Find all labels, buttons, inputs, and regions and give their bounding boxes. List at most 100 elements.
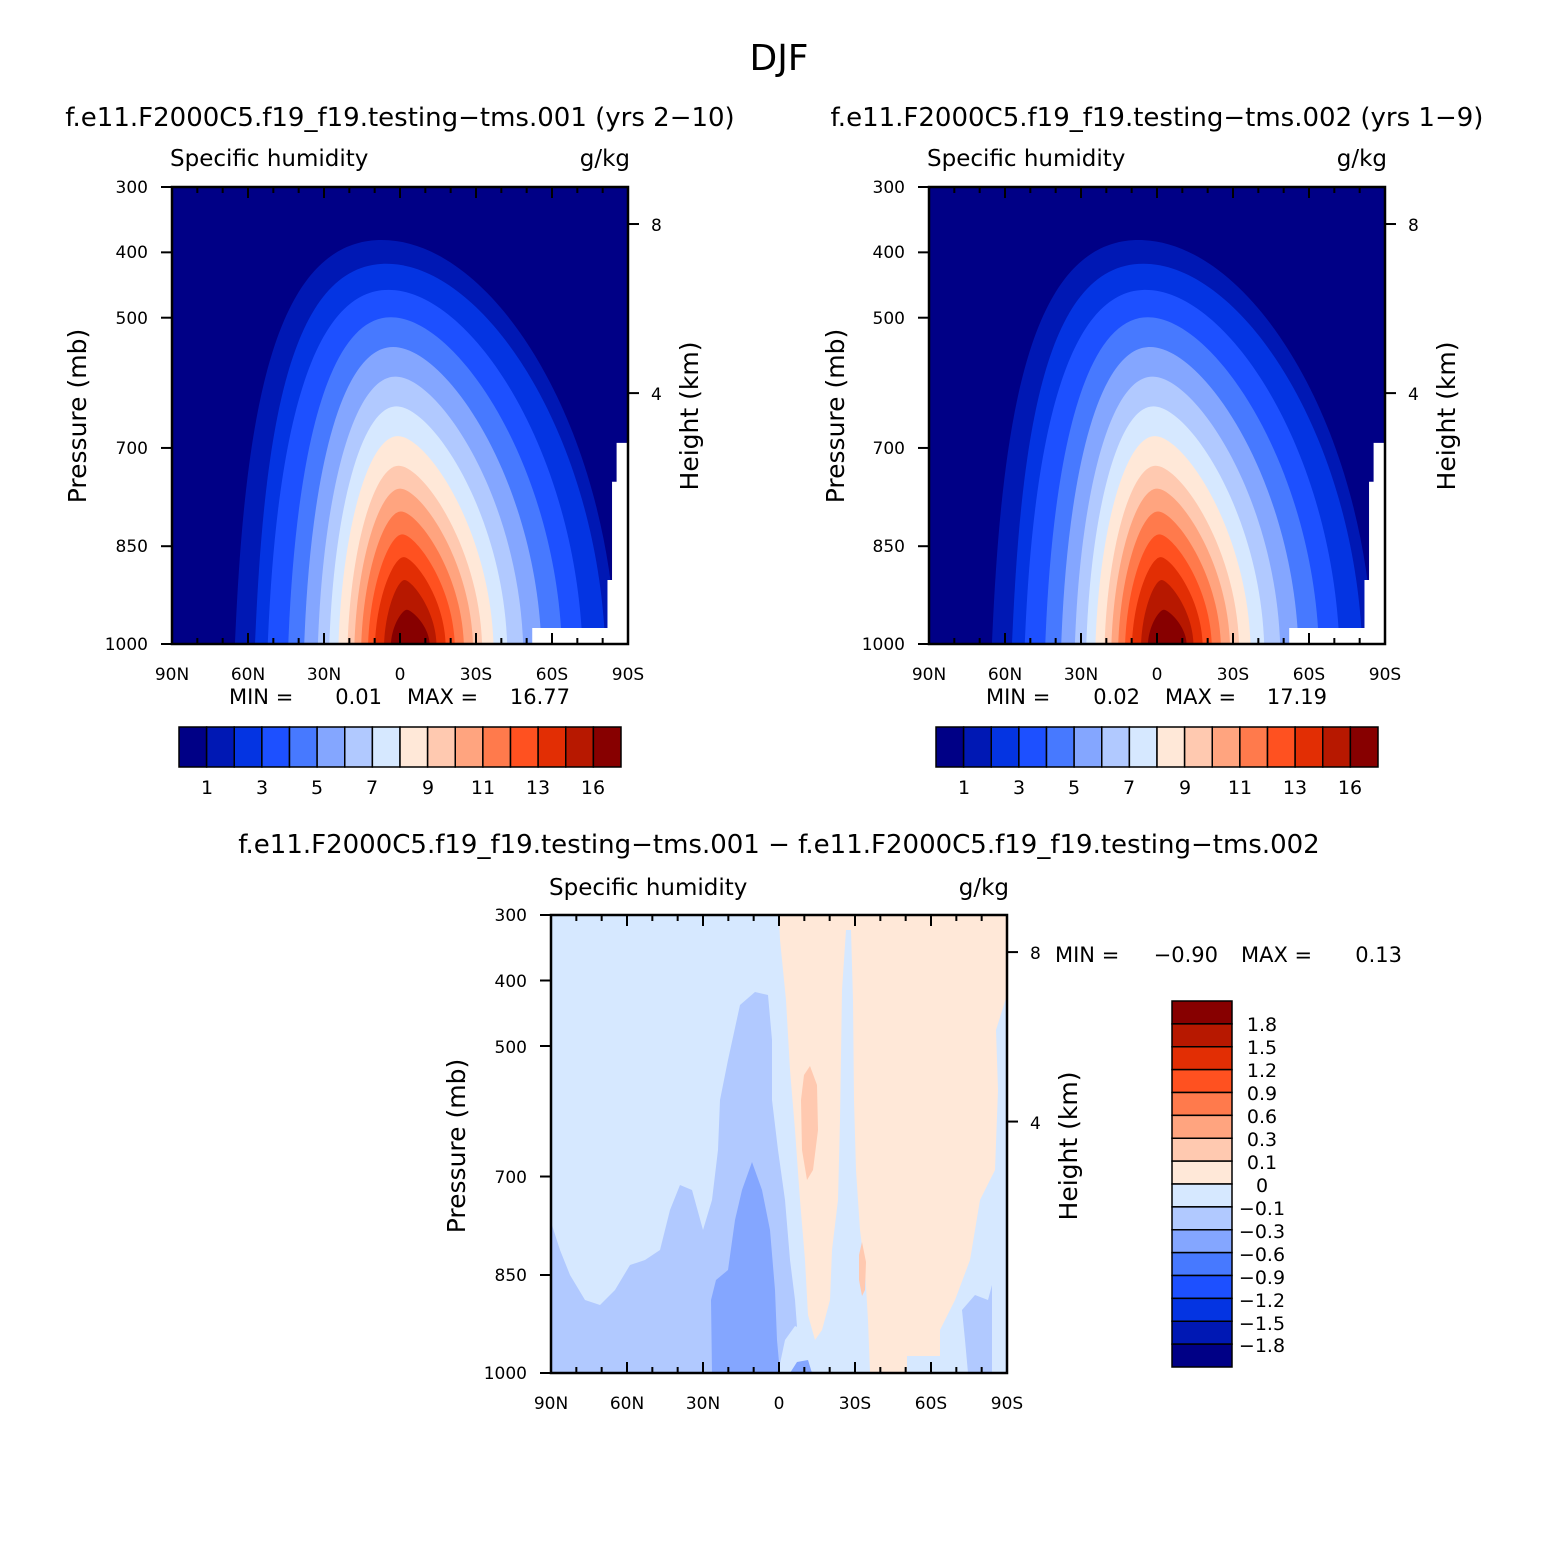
panel-1-ytick-1000: 1000	[105, 635, 148, 655]
diff-region-0-1-0-3-a	[801, 1066, 818, 1180]
panel-2-colorbar-box-16	[1349, 726, 1379, 768]
panel-2-missing-data-mask	[1289, 442, 1385, 644]
panel-diff-colorbar-box-3	[1171, 1046, 1233, 1071]
panel-1-ylabel-right: Height (km)	[675, 342, 704, 491]
panel-diff-ylabel-right: Height (km)	[1054, 1072, 1083, 1221]
panel-1: f.e11.F2000C5.f19_f19.testing−tms.001 (y…	[63, 103, 735, 799]
panel-diff-min-value: −0.90	[1154, 943, 1218, 967]
panel-diff-height-tick-4: 4	[1030, 1114, 1041, 1134]
panel-1-case-title: f.e11.F2000C5.f19_f19.testing−tms.001 (y…	[65, 103, 734, 133]
panel-1-cbar-label-16: 16	[581, 777, 605, 799]
panel-2-xtick-90n: 90N	[912, 665, 946, 685]
panel-1-cbar-label-11: 11	[471, 777, 495, 799]
panel-diff-colorbar-box-2	[1171, 1023, 1233, 1048]
panel-1-bands	[234, 240, 628, 644]
panel-diff-colorbar-box-12	[1171, 1251, 1233, 1277]
panel-2-colorbar-box-14	[1294, 726, 1324, 768]
panel-diff-cbar-label-0: 0	[1256, 1175, 1268, 1197]
panel-diff-cbar-label-1-5: 1.5	[1247, 1037, 1277, 1059]
panel-diff-cbar-label-1-2: 1.2	[1247, 1060, 1277, 1082]
diff-region-neg-surface	[790, 1360, 812, 1373]
panel-1-xtick-60n: 60N	[231, 665, 265, 685]
panel-diff-cbar-label-neg-0-9: −0.9	[1239, 1267, 1285, 1289]
panel-1-min-value: 0.01	[335, 685, 382, 709]
panel-1-cbar-label-3: 3	[256, 777, 268, 799]
diff-region-neg-03	[711, 1162, 780, 1373]
panel-2-contours	[929, 187, 1385, 644]
panel-diff-contours	[551, 915, 1007, 1373]
panel-1-xtick-30s: 30S	[460, 665, 492, 685]
panel-1-contours	[172, 187, 628, 644]
panel-2-height-tick-8: 8	[1408, 216, 1419, 236]
panel-2-ylabel-right: Height (km)	[1432, 342, 1461, 491]
panel-2-height-tick-4: 4	[1408, 385, 1419, 405]
panel-1-colorbar-box-8	[371, 726, 401, 768]
panel-2-ytick-400: 400	[873, 243, 905, 263]
panel-diff-cbar-label-neg-1-5: −1.5	[1239, 1313, 1285, 1335]
panel-1-colorbar-box-6	[316, 726, 346, 768]
panel-1-cbar-label-1: 1	[201, 777, 213, 799]
panel-diff-case-title: f.e11.F2000C5.f19_f19.testing−tms.001 − …	[238, 830, 1319, 860]
panel-2-colorbar-box-5	[1045, 726, 1075, 768]
panel-diff-cbar-label-0-6: 0.6	[1247, 1106, 1277, 1128]
panel-2-colorbar	[935, 726, 1379, 768]
panel-1-xtick-0: 0	[395, 665, 406, 685]
panel-diff-ytick-1000: 1000	[484, 1364, 527, 1384]
panel-2-ytick-500: 500	[873, 309, 905, 329]
panel-1-colorbar-box-3	[233, 726, 263, 768]
panel-1-colorbar-box-12	[482, 726, 512, 768]
panel-2-units-title: g/kg	[1337, 146, 1387, 172]
panel-2-colorbar-box-1	[935, 726, 965, 768]
panel-2-colorbar-box-9	[1156, 726, 1186, 768]
panel-2-colorbar-box-13	[1266, 726, 1296, 768]
panel-diff-colorbar-box-9	[1171, 1183, 1233, 1208]
diff-region-neg-south	[962, 1285, 992, 1373]
panel-1-colorbar-box-16	[592, 726, 622, 768]
panel-diff-xtick-30s: 30S	[839, 1394, 871, 1414]
panel-2-cbar-label-9: 9	[1179, 777, 1191, 799]
panel-diff-variable-title: Specific humidity	[549, 875, 747, 901]
panel-2-cbar-label-13: 13	[1283, 777, 1307, 799]
panel-2-xtick-60s: 60S	[1293, 665, 1325, 685]
panel-1-height-tick-8: 8	[651, 216, 662, 236]
panel-diff-cbar-label-neg-0-1: −0.1	[1239, 1198, 1285, 1220]
panel-diff-cbar-label-neg-0-6: −0.6	[1239, 1244, 1285, 1266]
panel-diff-colorbar-box-4	[1171, 1068, 1233, 1094]
panel-diff: f.e11.F2000C5.f19_f19.testing−tms.001 − …	[238, 830, 1402, 1414]
panel-diff-colorbar-box-16	[1171, 1343, 1233, 1368]
panel-diff-height-tick-8: 8	[1030, 944, 1041, 964]
panel-diff-cbar-label-0-9: 0.9	[1247, 1083, 1277, 1105]
diff-region-positive-tongue	[874, 948, 906, 1373]
panel-diff-cbar-label-0-3: 0.3	[1247, 1129, 1277, 1151]
panel-2-ticks	[918, 186, 1396, 645]
panel-2-xtick-60n: 60N	[988, 665, 1022, 685]
panel-diff-colorbar-box-11	[1171, 1229, 1233, 1254]
panel-2-colorbar-box-12	[1239, 726, 1269, 768]
panel-diff-cbar-label-0-1: 0.1	[1247, 1152, 1277, 1174]
panel-2-colorbar-box-7	[1101, 726, 1131, 768]
panel-1-cbar-label-5: 5	[311, 777, 323, 799]
panel-2-xtick-0: 0	[1152, 665, 1163, 685]
panel-diff-min-label: MIN =	[1055, 943, 1119, 967]
panel-diff-units-title: g/kg	[959, 875, 1009, 901]
panel-2-ytick-700: 700	[873, 439, 905, 459]
panel-1-xtick-90s: 90S	[612, 665, 644, 685]
panel-diff-ytick-850: 850	[495, 1266, 527, 1286]
panel-2-xtick-30n: 30N	[1064, 665, 1098, 685]
panel-2-xtick-90s: 90S	[1369, 665, 1401, 685]
panel-diff-colorbar-box-14	[1171, 1297, 1233, 1322]
panel-1-colorbar-box-9	[399, 726, 429, 768]
panel-1-ticks	[161, 186, 639, 645]
panel-2-variable-title: Specific humidity	[927, 146, 1125, 172]
panel-diff-colorbar-box-7	[1171, 1137, 1233, 1162]
panel-1-units-title: g/kg	[580, 146, 630, 172]
panel-1-cbar-label-9: 9	[422, 777, 434, 799]
panel-diff-colorbar-box-13	[1171, 1274, 1233, 1300]
panel-1-colorbar-box-1	[178, 726, 208, 768]
panel-1-missing-data-mask	[532, 442, 628, 644]
panel-2-colorbar-box-11	[1211, 726, 1241, 768]
panel-2-max-value: 17.19	[1267, 685, 1327, 709]
panel-diff-ylabel: Pressure (mb)	[442, 1059, 471, 1233]
panel-1-colorbar-box-2	[205, 726, 235, 768]
panel-diff-xtick-30n: 30N	[686, 1394, 720, 1414]
